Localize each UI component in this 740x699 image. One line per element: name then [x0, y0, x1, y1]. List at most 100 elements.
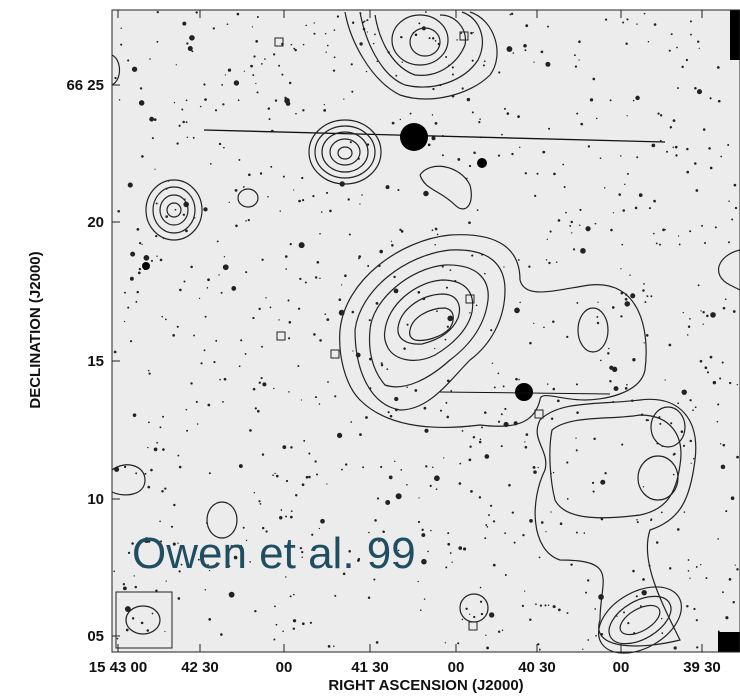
star	[393, 275, 396, 279]
star	[439, 409, 443, 412]
star	[642, 486, 645, 488]
star	[256, 91, 259, 94]
star	[429, 484, 432, 487]
star	[400, 469, 403, 471]
star	[149, 58, 151, 60]
star	[332, 69, 336, 72]
star	[465, 607, 468, 610]
star	[668, 343, 672, 347]
star	[677, 235, 680, 237]
star	[575, 383, 579, 386]
star	[524, 172, 527, 175]
annotation: Owen et al. 99	[132, 529, 416, 578]
star	[159, 520, 161, 523]
star	[672, 453, 675, 456]
star	[720, 155, 723, 158]
star	[290, 510, 293, 513]
star	[362, 466, 365, 469]
star	[632, 569, 635, 573]
star	[120, 43, 123, 46]
star	[648, 207, 651, 210]
star	[481, 426, 483, 429]
star	[524, 441, 526, 443]
star	[721, 361, 724, 364]
star	[314, 276, 318, 279]
star	[519, 301, 521, 304]
star	[552, 605, 556, 609]
star	[638, 193, 643, 197]
star	[632, 358, 636, 362]
star	[626, 115, 628, 117]
source-boxes	[274, 31, 544, 631]
star	[379, 249, 383, 254]
star	[247, 219, 250, 222]
star	[643, 12, 646, 15]
star	[613, 386, 619, 392]
star	[156, 255, 158, 257]
star	[214, 109, 218, 112]
star	[324, 33, 327, 35]
star	[431, 229, 434, 232]
star	[618, 193, 621, 196]
star	[576, 301, 579, 304]
star	[423, 406, 427, 410]
star	[190, 382, 193, 385]
star	[635, 95, 640, 101]
star	[380, 363, 384, 367]
x-tick-label: 40 30	[518, 659, 556, 676]
star	[468, 164, 472, 168]
star	[165, 580, 167, 582]
star	[151, 137, 154, 140]
star	[570, 220, 573, 224]
star	[333, 645, 335, 648]
star	[546, 383, 549, 385]
star	[722, 306, 726, 310]
star	[643, 342, 645, 344]
star	[472, 31, 474, 34]
star	[522, 533, 525, 537]
star	[695, 189, 699, 192]
star	[395, 74, 398, 77]
star	[702, 128, 706, 131]
star	[138, 267, 142, 271]
star	[595, 634, 597, 637]
star	[696, 89, 703, 95]
star	[515, 377, 518, 381]
star	[258, 500, 261, 503]
y-tick-label: 15	[87, 353, 104, 370]
star	[268, 118, 271, 121]
star	[278, 319, 280, 321]
star	[533, 322, 535, 324]
star	[313, 333, 316, 336]
star	[446, 415, 450, 419]
star	[161, 315, 164, 318]
star	[193, 334, 195, 337]
star	[678, 243, 681, 246]
star	[366, 19, 369, 22]
x-axis-label: RIGHT ASCENSION (J2000)	[328, 677, 523, 694]
star	[117, 209, 120, 213]
star	[497, 154, 501, 157]
bright-star	[142, 262, 150, 270]
star	[295, 112, 297, 115]
star	[192, 136, 195, 139]
star	[552, 320, 555, 323]
star	[155, 235, 158, 238]
star	[705, 577, 708, 580]
star	[431, 114, 434, 116]
star	[550, 417, 554, 421]
star	[471, 254, 474, 257]
star	[319, 339, 322, 342]
star	[478, 121, 481, 124]
star	[359, 433, 362, 437]
star	[514, 307, 520, 314]
star	[450, 390, 453, 392]
star	[659, 114, 663, 117]
star	[159, 426, 162, 429]
star	[702, 311, 705, 314]
star	[124, 291, 126, 294]
star	[431, 136, 436, 141]
star	[459, 462, 462, 465]
star	[625, 42, 628, 45]
star	[252, 387, 256, 391]
